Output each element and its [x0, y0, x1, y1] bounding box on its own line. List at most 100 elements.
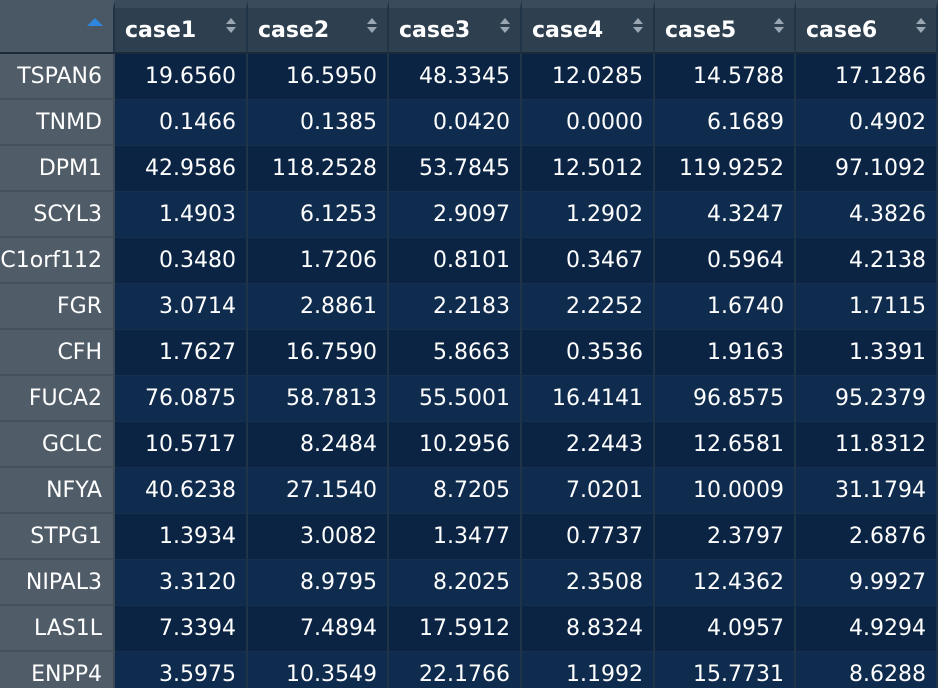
table-cell: 2.2183 [389, 284, 522, 330]
table-cell: 1.7206 [248, 238, 389, 284]
column-header-case2[interactable]: case2 [248, 0, 389, 54]
column-header-case5[interactable]: case5 [655, 0, 796, 54]
column-header-label: case3 [399, 17, 471, 43]
column-header-case1[interactable]: case1 [115, 0, 248, 54]
table-cell: 19.6560 [115, 54, 248, 100]
row-name: ENPP4 [0, 652, 115, 688]
row-name: FUCA2 [0, 376, 115, 422]
table-cell: 2.3797 [655, 514, 796, 560]
sort-ascending-icon[interactable] [87, 18, 103, 26]
table-cell: 17.5912 [389, 606, 522, 652]
table-cell: 1.6740 [655, 284, 796, 330]
column-header-label: case5 [665, 17, 737, 43]
table-cell: 1.3934 [115, 514, 248, 560]
table-cell: 4.9294 [796, 606, 938, 652]
sort-icon[interactable] [366, 14, 378, 36]
column-header-case4[interactable]: case4 [522, 0, 655, 54]
table-cell: 95.2379 [796, 376, 938, 422]
table-cell: 12.6581 [655, 422, 796, 468]
table-cell: 1.1992 [522, 652, 655, 688]
table-cell: 7.3394 [115, 606, 248, 652]
table-cell: 14.5788 [655, 54, 796, 100]
table-cell: 3.5975 [115, 652, 248, 688]
sort-icon[interactable] [915, 14, 927, 36]
table-cell: 53.7845 [389, 146, 522, 192]
table-cell: 0.0420 [389, 100, 522, 146]
table-cell: 10.0009 [655, 468, 796, 514]
table-cell: 0.1385 [248, 100, 389, 146]
table-cell: 2.6876 [796, 514, 938, 560]
table-cell: 1.7627 [115, 330, 248, 376]
column-header-label: case2 [258, 17, 330, 43]
table-cell: 4.3247 [655, 192, 796, 238]
table-cell: 10.3549 [248, 652, 389, 688]
table-cell: 97.1092 [796, 146, 938, 192]
sort-icon[interactable] [499, 14, 511, 36]
table-cell: 118.2528 [248, 146, 389, 192]
column-header-case6[interactable]: case6 [796, 0, 938, 54]
table-cell: 48.3345 [389, 54, 522, 100]
column-header-case3[interactable]: case3 [389, 0, 522, 54]
table-cell: 12.5012 [522, 146, 655, 192]
row-name: NIPAL3 [0, 560, 115, 606]
table-cell: 8.2484 [248, 422, 389, 468]
table-cell: 17.1286 [796, 54, 938, 100]
table-cell: 8.7205 [389, 468, 522, 514]
table-cell: 1.3391 [796, 330, 938, 376]
table-cell: 15.7731 [655, 652, 796, 688]
sort-icon[interactable] [632, 14, 644, 36]
table-cell: 76.0875 [115, 376, 248, 422]
table-cell: 0.4902 [796, 100, 938, 146]
sort-icon[interactable] [773, 14, 785, 36]
row-name: STPG1 [0, 514, 115, 560]
column-header-label: case1 [125, 17, 197, 43]
table-cell: 3.0082 [248, 514, 389, 560]
table-cell: 3.0714 [115, 284, 248, 330]
table-cell: 2.8861 [248, 284, 389, 330]
table-cell: 1.9163 [655, 330, 796, 376]
table-cell: 0.0000 [522, 100, 655, 146]
column-header-label: case6 [806, 17, 878, 43]
table-cell: 0.8101 [389, 238, 522, 284]
table-cell: 2.2443 [522, 422, 655, 468]
rownames-header[interactable] [0, 0, 115, 54]
table-cell: 0.3480 [115, 238, 248, 284]
table-cell: 8.6288 [796, 652, 938, 688]
row-name: TSPAN6 [0, 54, 115, 100]
table-cell: 0.3467 [522, 238, 655, 284]
table-cell: 42.9586 [115, 146, 248, 192]
table-cell: 2.2252 [522, 284, 655, 330]
row-name: NFYA [0, 468, 115, 514]
table-cell: 22.1766 [389, 652, 522, 688]
row-name: SCYL3 [0, 192, 115, 238]
table-cell: 10.5717 [115, 422, 248, 468]
table-cell: 119.9252 [655, 146, 796, 192]
table-cell: 7.4894 [248, 606, 389, 652]
table-cell: 6.1689 [655, 100, 796, 146]
table-cell: 58.7813 [248, 376, 389, 422]
table-cell: 0.5964 [655, 238, 796, 284]
table-cell: 1.7115 [796, 284, 938, 330]
table-cell: 2.3508 [522, 560, 655, 606]
table-cell: 96.8575 [655, 376, 796, 422]
row-name: TNMD [0, 100, 115, 146]
table-cell: 7.0201 [522, 468, 655, 514]
table-cell: 2.9097 [389, 192, 522, 238]
row-name: GCLC [0, 422, 115, 468]
table-cell: 8.9795 [248, 560, 389, 606]
table-cell: 27.1540 [248, 468, 389, 514]
row-name: LAS1L [0, 606, 115, 652]
table-cell: 31.1794 [796, 468, 938, 514]
table-cell: 5.8663 [389, 330, 522, 376]
column-header-label: case4 [532, 17, 604, 43]
table-cell: 55.5001 [389, 376, 522, 422]
table-cell: 8.2025 [389, 560, 522, 606]
table-cell: 16.5950 [248, 54, 389, 100]
row-name: C1orf112 [0, 238, 115, 284]
table-cell: 16.7590 [248, 330, 389, 376]
table-cell: 16.4141 [522, 376, 655, 422]
table-cell: 9.9927 [796, 560, 938, 606]
table-cell: 8.8324 [522, 606, 655, 652]
sort-icon[interactable] [225, 14, 237, 36]
